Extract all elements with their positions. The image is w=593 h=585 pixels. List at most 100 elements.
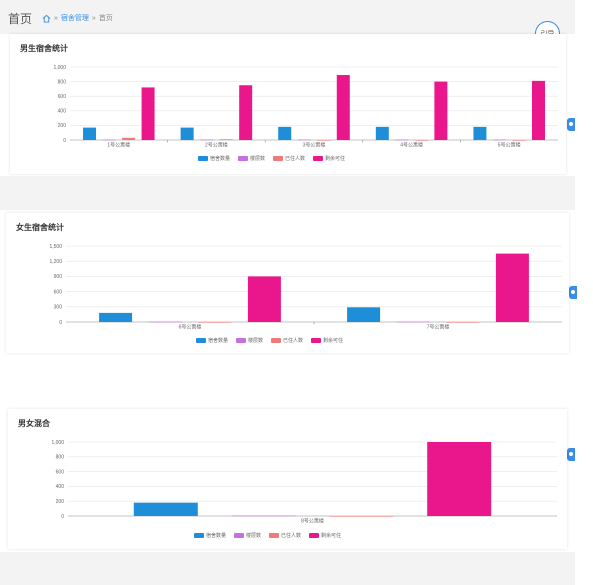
breadcrumb-dorm-management[interactable]: 宿舍管理 <box>60 15 89 22</box>
y-tick-label: 800 <box>58 79 67 85</box>
legend-item-occupied[interactable]: 已住人数 <box>273 155 305 162</box>
y-tick-label: 0 <box>61 514 64 520</box>
x-tick-label: 4号公寓楼 <box>400 142 423 149</box>
bar <box>99 312 133 322</box>
legend-label: 楼层数 <box>248 338 264 344</box>
y-tick-label: 400 <box>58 109 67 115</box>
legend-swatch <box>311 338 322 343</box>
legend-label: 已住人数 <box>281 533 302 539</box>
home-icon[interactable] <box>42 14 51 23</box>
bar <box>148 321 182 323</box>
legend-item-floor-count[interactable]: 楼层数 <box>234 532 261 539</box>
chart-legend: 宿舍数量 楼层数 已住人数 剩余可住 <box>194 532 341 539</box>
x-tick-label: 2号公寓楼 <box>205 142 228 149</box>
legend-item-dorm-count[interactable]: 宿舍数量 <box>194 532 226 539</box>
x-tick-label: 6号公寓楼 <box>179 324 202 331</box>
bar <box>247 276 281 322</box>
legend-label: 楼层数 <box>246 533 262 539</box>
y-tick-label: 1,500 <box>49 244 62 250</box>
bar <box>329 516 394 517</box>
section-divider <box>0 552 575 585</box>
legend-swatch <box>313 156 324 161</box>
male-dorm-chart: 0 200 400 600 800 1,000 1号公寓楼 2号公寓楼 3号公寓楼 4号公寓楼 5号… <box>53 65 558 149</box>
bar <box>317 140 331 141</box>
legend-item-available[interactable]: 剩余可住 <box>313 155 345 162</box>
y-tick-label: 600 <box>58 94 67 100</box>
legend-item-available[interactable]: 剩余可住 <box>311 337 343 344</box>
side-settings-icon[interactable] <box>567 448 575 461</box>
bar <box>473 126 487 140</box>
x-tick-label: 7号公寓楼 <box>427 324 450 331</box>
bar <box>531 80 545 140</box>
page-title: 首页 <box>8 12 33 26</box>
legend-label: 剩余可住 <box>321 533 342 539</box>
legend-label: 已住人数 <box>285 156 306 162</box>
bar <box>200 139 214 141</box>
y-tick-label: 1,200 <box>49 259 62 265</box>
bar <box>434 81 448 140</box>
top-bar: 首页 » 宿舍管理 » 首页 <box>0 0 575 34</box>
chart-title: 男女混合 <box>18 419 50 428</box>
x-tick-label: 3号公寓楼 <box>303 142 326 149</box>
legend-swatch <box>234 533 245 538</box>
y-tick-label: 800 <box>56 455 65 461</box>
legend-swatch <box>236 338 247 343</box>
y-tick-label: 300 <box>54 305 63 311</box>
y-tick-label: 1,000 <box>53 65 66 71</box>
bar <box>122 137 136 140</box>
bar <box>446 322 480 323</box>
legend-item-available[interactable]: 剩余可住 <box>309 532 341 539</box>
y-tick-label: 1,000 <box>51 440 64 446</box>
bar <box>83 127 97 140</box>
bar <box>239 85 253 140</box>
y-tick-label: 200 <box>56 499 65 505</box>
section-divider <box>0 176 575 210</box>
bar <box>278 126 292 140</box>
legend-swatch <box>269 533 280 538</box>
bar <box>336 75 350 140</box>
legend-item-floor-count[interactable]: 楼层数 <box>236 337 263 344</box>
legend-label: 宿舍数量 <box>210 156 231 162</box>
chart-title: 男生宿舍统计 <box>20 44 68 53</box>
female-dorm-chart: 0 300 600 900 1,200 1,500 6号公寓楼 7号公寓楼 <box>49 244 562 331</box>
x-tick-label: 1号公寓楼 <box>107 142 130 149</box>
legend-label: 宿舍数量 <box>208 338 229 344</box>
side-settings-icon[interactable] <box>569 286 577 299</box>
legend-swatch <box>271 338 282 343</box>
legend-swatch <box>196 338 206 343</box>
legend-label: 已住人数 <box>283 338 304 344</box>
legend-item-floor-count[interactable]: 楼层数 <box>238 155 265 162</box>
legend-item-dorm-count[interactable]: 宿舍数量 <box>198 155 230 162</box>
y-tick-label: 600 <box>54 289 63 295</box>
bar <box>396 321 430 323</box>
female-dorm-chart-panel: 女生宿舍统计 0 300 600 900 1,200 1,500 6号公寓楼 7号公寓楼 宿舍… <box>6 213 569 353</box>
y-tick-label: 0 <box>63 138 66 144</box>
breadcrumb-separator: » <box>54 14 58 22</box>
bar <box>219 139 233 140</box>
side-settings-icon[interactable] <box>567 118 575 131</box>
legend-swatch <box>273 156 284 161</box>
bar <box>198 322 232 323</box>
breadcrumb-separator: » <box>91 14 96 22</box>
mixed-dorm-chart: 0 200 400 600 800 1,000 8号公寓楼 <box>51 440 557 525</box>
legend-label: 宿舍数量 <box>206 533 227 539</box>
male-dorm-chart-panel: 男生宿舍统计 0 200 400 600 800 1,000 1号公寓楼 2号公寓楼 3号公寓楼… <box>10 34 566 174</box>
bar <box>297 139 311 141</box>
legend-label: 楼层数 <box>250 156 266 162</box>
bar <box>347 307 381 322</box>
bar <box>512 140 526 141</box>
bar <box>492 139 506 141</box>
legend-item-occupied[interactable]: 已住人数 <box>269 532 301 539</box>
legend-label: 剩余可住 <box>325 156 346 162</box>
mixed-dorm-chart-panel: 男女混合 0 200 400 600 800 1,000 8号公寓楼 宿舍数量 楼层数 已住… <box>8 409 567 549</box>
y-tick-label: 200 <box>58 123 67 129</box>
bar <box>102 139 116 141</box>
legend-item-occupied[interactable]: 已住人数 <box>271 337 303 344</box>
chart-title: 女生宿舍统计 <box>16 223 64 232</box>
legend-swatch <box>198 156 208 161</box>
legend-item-dorm-count[interactable]: 宿舍数量 <box>196 337 228 344</box>
legend-swatch <box>309 533 320 538</box>
bar <box>427 442 492 516</box>
legend-swatch <box>194 533 204 538</box>
legend-label: 剩余可住 <box>323 338 344 344</box>
